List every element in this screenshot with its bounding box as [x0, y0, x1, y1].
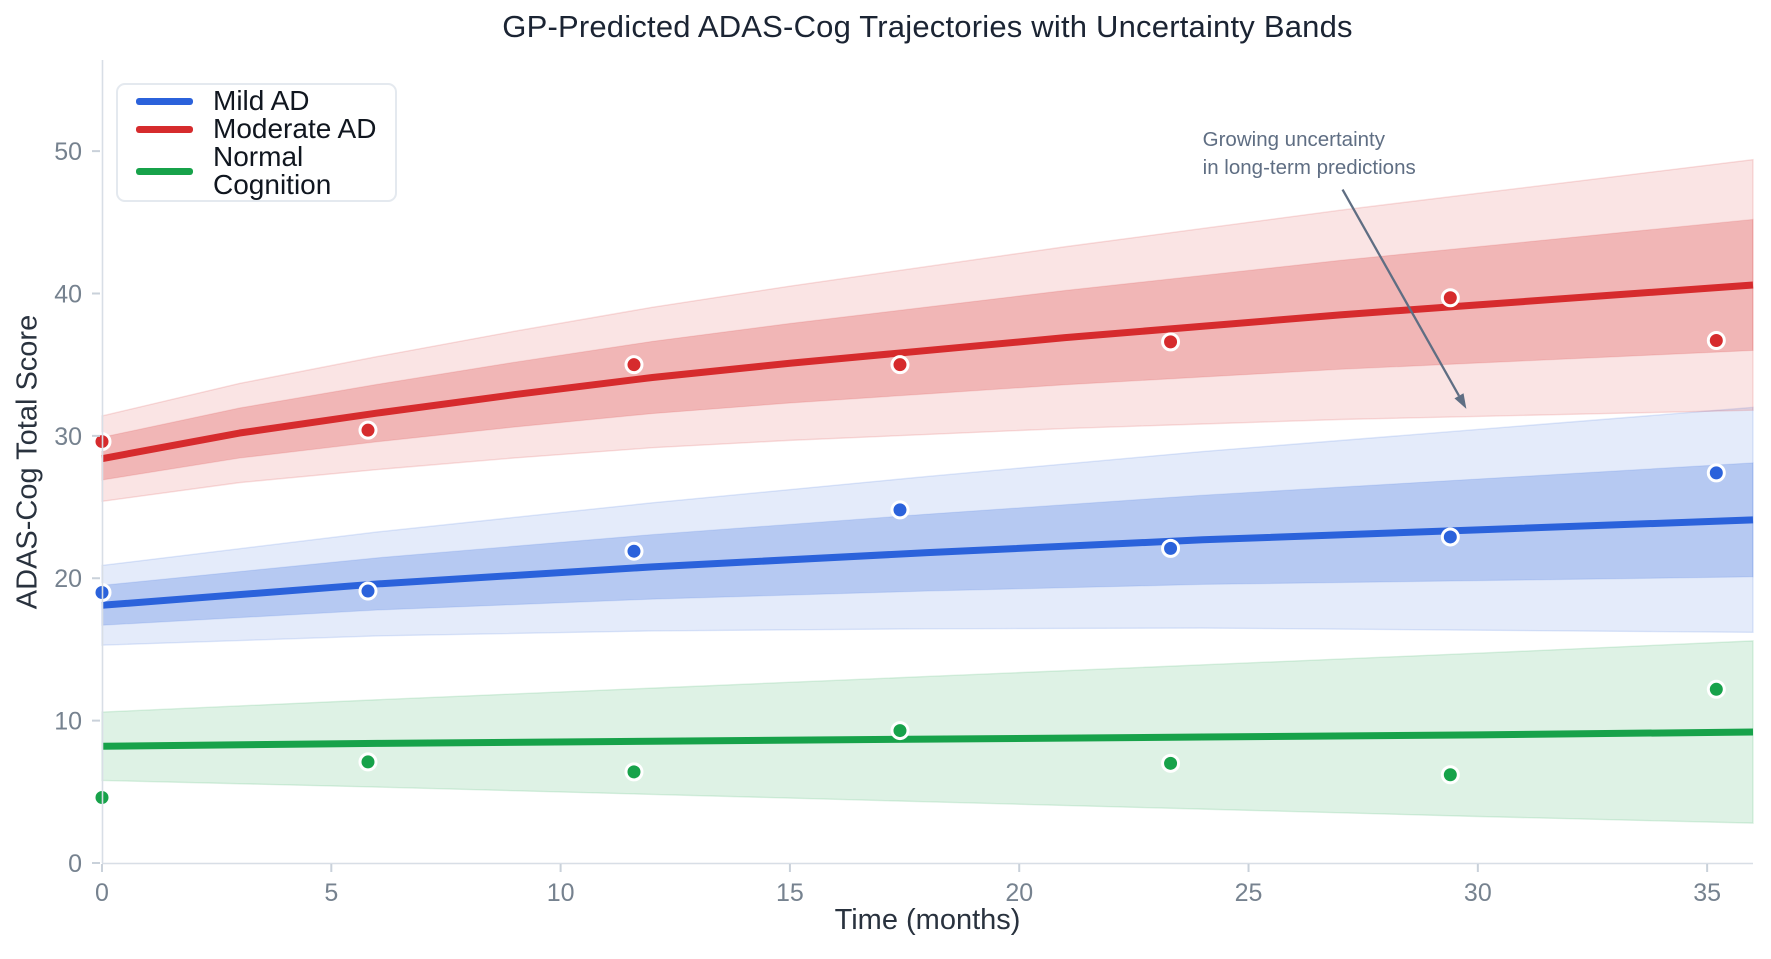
mean-line	[101, 516, 1754, 609]
legend-item-normal-cognition: Normal Cognition	[136, 143, 395, 199]
data-point	[1161, 753, 1181, 773]
legend-swatch-normal-cognition	[136, 167, 193, 175]
data-point	[1161, 538, 1181, 558]
annotation-text-line2: in long-term predictions	[1203, 156, 1416, 179]
x-tick-label: 0	[95, 879, 109, 907]
mean-lines-layer	[101, 281, 1754, 750]
legend: Mild AD Moderate AD Normal Cognition	[116, 83, 397, 202]
mean-line	[101, 281, 1754, 463]
y-axis-label: ADAS-Cog Total Score	[11, 314, 44, 610]
chart-title: GP-Predicted ADAS-Cog Trajectories with …	[502, 9, 1353, 44]
data-point	[358, 752, 378, 772]
data-point	[1440, 288, 1460, 308]
x-axis-label: Time (months)	[834, 904, 1021, 936]
legend-swatch-moderate-ad	[136, 125, 193, 133]
x-tick-label: 15	[776, 879, 804, 907]
y-tick-label: 20	[54, 565, 82, 593]
data-point	[358, 420, 378, 440]
uncertainty-band-2sigma	[101, 640, 1754, 824]
legend-item-moderate-ad: Moderate AD	[136, 115, 395, 143]
legend-label: Normal Cognition	[213, 141, 332, 200]
legend-item-mild-ad: Mild AD	[136, 87, 395, 115]
x-tick-label: 30	[1464, 879, 1492, 907]
annotation-arrowhead	[1454, 393, 1467, 409]
legend-label: Moderate AD	[213, 113, 377, 144]
x-tick-label: 35	[1693, 879, 1721, 907]
data-point	[1706, 330, 1726, 350]
data-point	[624, 541, 644, 561]
y-tick-label: 50	[54, 138, 82, 166]
legend-swatch-mild-ad	[136, 97, 193, 105]
data-point	[890, 500, 910, 520]
data-point	[358, 581, 378, 601]
data-point	[624, 762, 644, 782]
x-tick-label: 10	[547, 879, 575, 907]
axis-ticks-layer: 0 5 10 15 20 25 30 35 0 10 20 30 40 50	[54, 138, 1721, 907]
y-tick-label: 40	[54, 280, 82, 308]
x-tick-label: 25	[1235, 879, 1263, 907]
legend-label: Mild AD	[213, 85, 310, 116]
data-point	[890, 355, 910, 375]
x-tick-label: 5	[324, 879, 338, 907]
y-tick-label: 0	[68, 850, 82, 878]
y-tick-label: 30	[54, 423, 82, 451]
y-tick-label: 10	[54, 708, 82, 736]
data-point	[624, 355, 644, 375]
annotation-arrow-line	[1341, 188, 1460, 397]
uncertainty-band-1sigma	[101, 462, 1754, 626]
uncertainty-bands-layer	[101, 158, 1754, 824]
annotation-text-line1: Growing uncertainty	[1203, 128, 1386, 151]
annotation-arrow	[1341, 188, 1467, 409]
data-point	[1161, 332, 1181, 352]
mean-line	[101, 728, 1754, 750]
data-point	[1706, 679, 1726, 699]
data-point	[890, 721, 910, 741]
uncertainty-band-2sigma	[101, 158, 1754, 503]
x-tick-label: 20	[1005, 879, 1033, 907]
uncertainty-band-2sigma	[101, 406, 1754, 646]
data-point	[1706, 463, 1726, 483]
annotation-group: Growing uncertainty in long-term predict…	[1203, 128, 1467, 409]
data-point	[1440, 765, 1460, 785]
data-point	[1440, 527, 1460, 547]
